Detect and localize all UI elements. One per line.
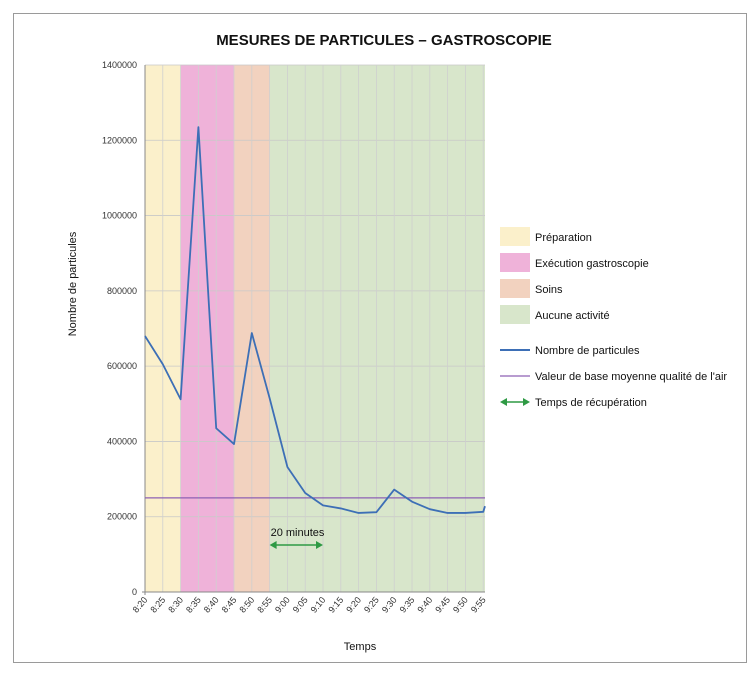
x-tick-label: 9:35: [398, 595, 417, 615]
x-tick-label: 9:15: [326, 595, 345, 615]
phase-band: [180, 65, 235, 592]
y-tick-labels: 0 200000 400000 600000 800000 1000000 1200000 1…: [102, 60, 137, 597]
x-tick-label: 8:55: [255, 595, 274, 615]
x-tick-label: 8:25: [148, 595, 167, 615]
data-lines: [144, 126, 486, 514]
y-tick-label: 0: [132, 587, 137, 597]
particle-chart: 0 200000 400000 600000 800000 1000000 1200000 1…: [67, 32, 727, 653]
x-tick-label: 9:20: [344, 595, 363, 615]
x-axis-label: Temps: [344, 641, 377, 653]
x-tick-label: 9:05: [291, 595, 310, 615]
x-tick-label: 9:10: [309, 595, 328, 615]
y-tick-label: 1000000: [102, 211, 137, 221]
x-tick-label: 9:45: [433, 595, 452, 615]
y-tick-label: 200000: [107, 512, 137, 522]
y-tick-label: 800000: [107, 286, 137, 296]
legend-label: Soins: [535, 284, 563, 296]
x-tick-labels: 8:208:258:308:358:408:458:508:559:009:05…: [131, 595, 488, 615]
legend-label: Exécution gastroscopie: [535, 258, 649, 270]
legend-label: Temps de récupération: [535, 397, 647, 409]
particles-series-line: [144, 126, 486, 514]
x-tick-label: 9:30: [380, 595, 399, 615]
legend-label: Aucune activité: [535, 310, 610, 322]
axes: [142, 65, 485, 595]
y-tick-label: 600000: [107, 361, 137, 371]
recovery-arrow-head-left: [269, 541, 277, 549]
y-axis-label: Nombre de particules: [67, 231, 79, 336]
chart-frame: 0 200000 400000 600000 800000 1000000 1200000 1…: [13, 13, 747, 663]
x-tick-label: 8:35: [184, 595, 203, 615]
legend-swatch: [500, 253, 530, 272]
legend-label: Nombre de particules: [535, 345, 640, 357]
legend-arrow-head-left: [500, 398, 507, 406]
x-tick-label: 9:00: [273, 595, 292, 615]
chart-title: MESURES DE PARTICULES – GASTROSCOPIE: [216, 32, 552, 49]
legend-label: Valeur de base moyenne qualité de l'air: [535, 371, 727, 383]
recovery-annotation: 20 minutes: [269, 527, 325, 549]
grid-lines: [145, 64, 485, 592]
legend-swatch: [500, 305, 530, 324]
x-tick-label: 9:50: [451, 595, 470, 615]
y-tick-label: 400000: [107, 436, 137, 446]
legend-swatch: [500, 279, 530, 298]
legend-arrow-head-right: [523, 398, 530, 406]
legend-label: Préparation: [535, 232, 592, 244]
x-tick-label: 8:20: [131, 595, 150, 615]
x-tick-label: 9:25: [362, 595, 381, 615]
y-tick-label: 1200000: [102, 135, 137, 145]
x-tick-label: 8:45: [220, 595, 239, 615]
x-tick-label: 8:50: [237, 595, 256, 615]
x-tick-label: 9:55: [469, 595, 488, 615]
recovery-arrow-head-right: [316, 541, 324, 549]
x-tick-label: 9:40: [415, 595, 434, 615]
x-tick-label: 8:30: [166, 595, 185, 615]
legend-swatch: [500, 227, 530, 246]
legend: Préparation Exécution gastroscopie Soins Au…: [500, 227, 727, 409]
y-tick-label: 1400000: [102, 60, 137, 70]
phase-bands: [145, 65, 485, 592]
recovery-label: 20 minutes: [271, 527, 325, 539]
x-tick-label: 8:40: [202, 595, 221, 615]
